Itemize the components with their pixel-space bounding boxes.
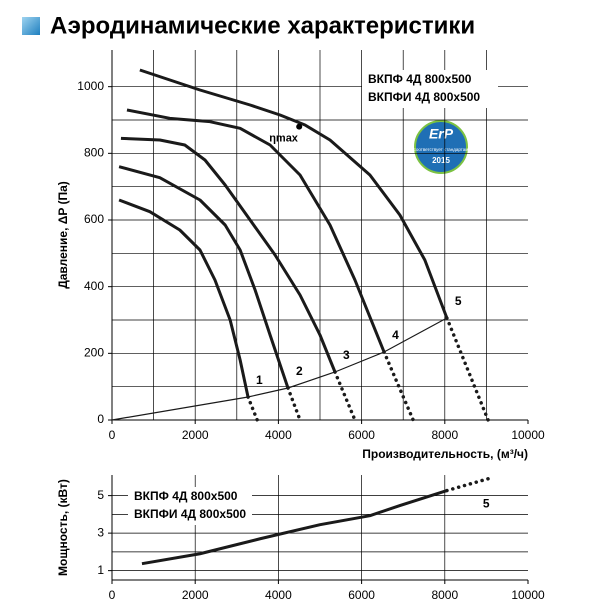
model-box	[362, 70, 498, 108]
curve-label: 3	[343, 348, 350, 362]
chart-0: 0 2000 4000 6000 8000 10000 0 200 400 600 800 1000 Д…	[56, 50, 545, 461]
badge-text: соответствует стандартам	[414, 147, 469, 152]
y-tick-label: 800	[84, 146, 104, 160]
x-tick-label: 4000	[265, 588, 292, 600]
x-tick-label: 8000	[431, 588, 458, 600]
title-icon	[22, 17, 40, 35]
fan-curve-extrapolated	[445, 477, 490, 493]
x-tick-label: 8000	[431, 428, 458, 442]
annotation: ηmax	[269, 133, 299, 145]
curve-label: 4	[392, 328, 399, 342]
eta-max-point	[296, 123, 303, 130]
model-label: ВКПФИ 4Д 800х500	[368, 90, 480, 104]
x-tick-label: 10000	[511, 588, 545, 600]
page-title: Аэродинамические характеристики	[50, 12, 475, 39]
badge-circle	[414, 120, 468, 174]
fan-curve-extrapolated	[246, 395, 259, 422]
x-tick-label: 6000	[348, 428, 375, 442]
x-tick-label: 2000	[182, 428, 209, 442]
badge-year: 2015	[432, 156, 450, 165]
model-label: ВКПФИ 4Д 800х500	[134, 507, 246, 521]
curve-label: 2	[296, 364, 303, 378]
fan-curve-extrapolated	[286, 386, 302, 422]
badge-label: ErP	[429, 126, 454, 142]
fan-curve	[118, 165, 290, 389]
x-tick-label: 2000	[182, 588, 209, 600]
curve-label: 1	[256, 373, 263, 387]
fan-curve-extrapolated	[382, 350, 415, 422]
fan-curve	[139, 68, 449, 319]
x-tick-label: 0	[109, 428, 116, 442]
y-tick-label: 5	[97, 488, 104, 502]
x-tick-label: 0	[109, 588, 116, 600]
model-box	[128, 487, 252, 525]
fan-curve	[118, 198, 250, 398]
erp-badge: ErP соответствует стандартам 2015	[414, 120, 469, 174]
y-tick-label: 3	[97, 525, 104, 539]
y-tick-label: 200	[84, 346, 104, 360]
y-tick-label: 1	[97, 563, 104, 577]
x-axis-label: Производительность, (м³/ч)	[362, 447, 528, 461]
model-label: ВКПФ 4Д 800х500	[368, 72, 472, 86]
y-axis-label: Мощность, (кВт)	[56, 479, 70, 576]
fan-curve	[126, 108, 386, 353]
fan-curve-extrapolated	[445, 316, 490, 422]
chart-1: 0 2000 4000 6000 8000 10000 1 3 5 Мощность, (кВт)…	[56, 475, 545, 600]
fan-curve	[120, 136, 337, 373]
x-tick-label: 4000	[265, 428, 292, 442]
model-label: ВКПФ 4Д 800х500	[134, 489, 238, 503]
fan-curve-extrapolated	[333, 370, 357, 422]
y-axis-label: Давление, ΔP (Па)	[56, 181, 70, 289]
fan-curve	[141, 489, 448, 566]
y-tick-label: 600	[84, 212, 104, 226]
y-tick-label: 0	[97, 412, 104, 426]
system-curve	[111, 317, 448, 421]
curve-label: 5	[483, 497, 490, 511]
x-tick-label: 10000	[511, 428, 545, 442]
x-tick-label: 6000	[348, 588, 375, 600]
y-tick-label: 400	[84, 279, 104, 293]
curve-label: 5	[455, 294, 462, 308]
y-tick-label: 1000	[77, 79, 104, 93]
